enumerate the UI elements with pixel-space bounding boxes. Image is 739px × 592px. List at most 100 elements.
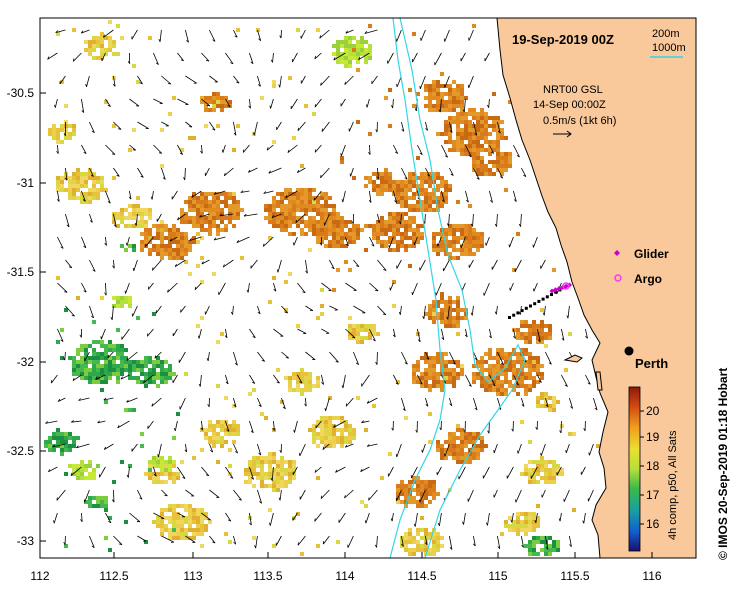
sst-pixel xyxy=(480,148,484,152)
sst-pixel xyxy=(552,464,556,468)
sst-pixel xyxy=(140,212,144,216)
sst-pixel xyxy=(212,440,216,444)
sst-pixel xyxy=(452,376,456,380)
sst-pixel xyxy=(316,200,320,204)
sst-pixel xyxy=(372,232,376,236)
sst-pixel xyxy=(492,148,496,152)
sst-pixel xyxy=(356,340,360,344)
sst-pixel xyxy=(392,212,396,216)
sst-pixel xyxy=(340,444,344,448)
sst-pixel xyxy=(484,132,488,136)
sst-pixel xyxy=(540,328,544,332)
sst-pixel xyxy=(476,132,480,136)
sst-pixel xyxy=(524,348,528,352)
sst-pixel xyxy=(212,96,216,100)
sst-pixel xyxy=(92,360,96,364)
sst-pixel xyxy=(64,128,68,132)
sst-pixel xyxy=(164,380,168,384)
sst-pixel xyxy=(316,220,320,224)
sst-pixel xyxy=(448,140,452,144)
sst-pixel xyxy=(92,352,96,356)
sst-pixel xyxy=(460,448,464,452)
sst-pixel xyxy=(528,340,532,344)
sst-pixel xyxy=(420,184,424,188)
sst-pixel xyxy=(448,104,452,108)
sst-pixel xyxy=(532,324,536,328)
sst-pixel xyxy=(532,480,536,484)
sst-pixel xyxy=(408,208,412,212)
sst-pixel xyxy=(68,132,72,136)
sst-pixel xyxy=(444,100,448,104)
sst-pixel xyxy=(448,252,452,256)
sst-pixel xyxy=(456,300,460,304)
sst-pixel xyxy=(444,380,448,384)
sst-pixel xyxy=(552,400,556,404)
sst-pixel xyxy=(168,520,172,524)
sst-pixel xyxy=(192,216,196,220)
sst-pixel xyxy=(260,480,264,484)
sst-pixel xyxy=(256,464,260,468)
sst-pixel xyxy=(140,232,144,236)
sst-pixel xyxy=(300,188,304,192)
sst-pixel xyxy=(196,216,200,220)
sst-pixel xyxy=(428,108,432,112)
sst-pixel xyxy=(200,228,204,232)
sst-pixel xyxy=(72,180,76,184)
sst-pixel xyxy=(268,212,272,216)
sst-pixel xyxy=(340,40,344,44)
sst-pixel xyxy=(404,540,408,544)
sst-pixel xyxy=(352,240,356,244)
sst-pixel xyxy=(436,84,440,88)
sst-pixel xyxy=(68,184,72,188)
sst-pixel xyxy=(524,352,528,356)
sst-pixel xyxy=(448,300,452,304)
sst-pixel xyxy=(436,448,440,452)
sst-pixel xyxy=(384,168,388,172)
sst-pixel xyxy=(304,188,308,192)
sst-pixel xyxy=(420,192,424,196)
sst-pixel xyxy=(136,208,140,212)
sst-pixel xyxy=(504,392,508,396)
sst-pixel xyxy=(448,184,452,188)
sst-pixel xyxy=(480,440,484,444)
sst-pixel xyxy=(516,372,520,376)
sst-pixel xyxy=(156,360,160,364)
sst-pixel xyxy=(64,124,68,128)
sst-pixel xyxy=(448,148,452,152)
sst-pixel xyxy=(472,128,476,132)
sst-pixel xyxy=(172,252,176,256)
sst-pixel xyxy=(324,420,328,424)
sst-pixel xyxy=(440,176,444,180)
sst-pixel xyxy=(72,176,76,180)
sst-pixel xyxy=(212,92,216,96)
sst-pixel xyxy=(84,352,88,356)
sst-pixel xyxy=(180,248,184,252)
sst-pixel xyxy=(424,188,428,192)
sst-pixel xyxy=(436,104,440,108)
sst-pixel xyxy=(84,376,88,380)
sst-pixel xyxy=(72,468,76,472)
sst-pixel xyxy=(168,532,172,536)
sst-pixel xyxy=(100,44,104,48)
sst-pixel xyxy=(512,376,516,380)
sst-pixel xyxy=(216,96,220,100)
sst-pixel xyxy=(448,228,452,232)
sst-pixel xyxy=(348,236,352,240)
sst-pixel xyxy=(456,84,460,88)
sst-pixel xyxy=(76,348,80,352)
sst-pixel xyxy=(80,460,84,464)
sst-pixel xyxy=(188,200,192,204)
sst-pixel xyxy=(336,52,340,56)
sst-pixel xyxy=(460,144,464,148)
sst-pixel xyxy=(76,196,80,200)
sst-pixel xyxy=(344,232,348,236)
sst-pixel xyxy=(120,216,124,220)
sst-pixel xyxy=(536,464,540,468)
sst-pixel xyxy=(196,224,200,228)
sst-pixel xyxy=(64,176,68,180)
sst-pixel xyxy=(440,232,444,236)
sst-pixel xyxy=(228,208,232,212)
sst-pixel xyxy=(424,368,428,372)
sst-pixel xyxy=(336,48,340,52)
sst-pixel xyxy=(408,224,412,228)
